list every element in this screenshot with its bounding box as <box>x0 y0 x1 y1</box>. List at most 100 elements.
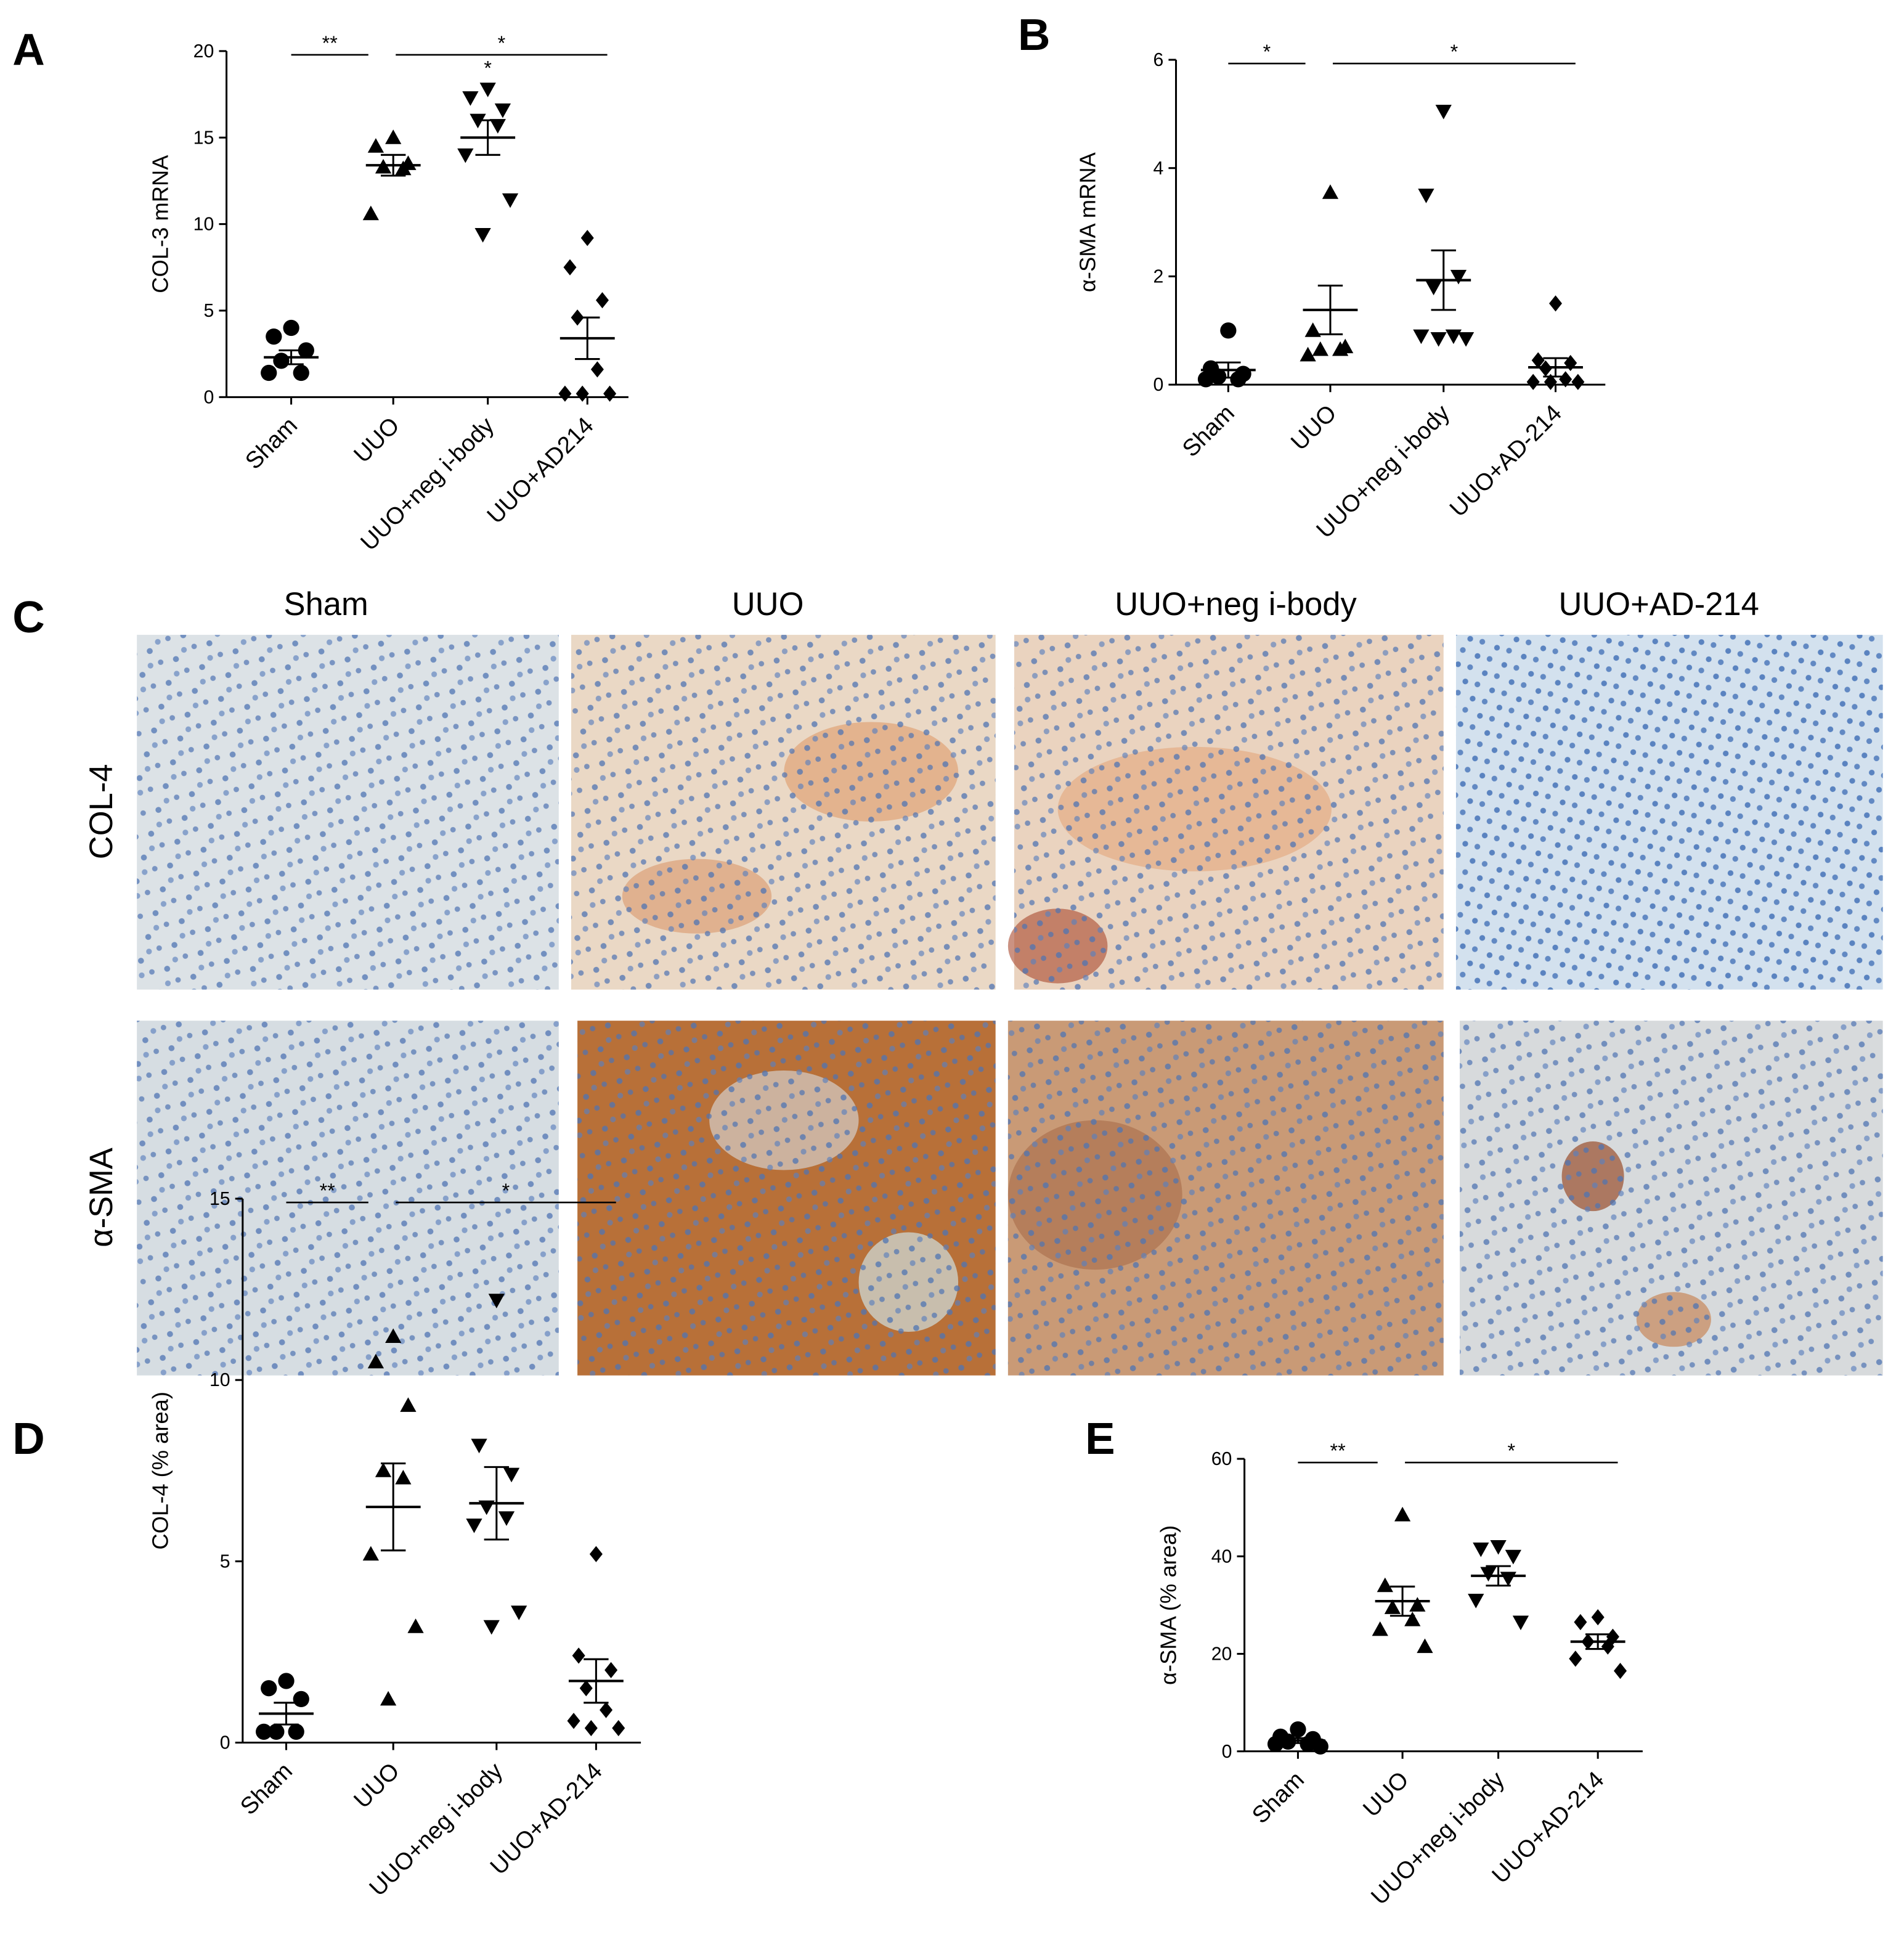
row-label: α-SMA <box>83 1148 120 1247</box>
error-bar <box>584 1658 609 1704</box>
data-point <box>367 138 384 153</box>
y-tick-label: 10 <box>193 214 214 235</box>
data-point <box>590 361 604 378</box>
y-tick-label: 0 <box>204 387 214 407</box>
data-point <box>1425 280 1442 296</box>
data-point <box>1409 1597 1426 1612</box>
data-point <box>1480 1567 1497 1582</box>
data-point <box>375 1462 392 1477</box>
significance-label: * <box>502 1180 510 1202</box>
histology-texture <box>1460 1021 1883 1376</box>
error-bar <box>1285 1737 1311 1744</box>
data-point <box>1435 104 1452 120</box>
y-axis-title: COL-4 (% area) <box>148 1392 173 1550</box>
data-point <box>1457 332 1475 347</box>
data-point <box>1512 1615 1529 1631</box>
data-point <box>1312 1738 1328 1755</box>
data-point <box>362 1546 379 1561</box>
significance-label: * <box>498 32 506 54</box>
data-point <box>1614 1663 1627 1679</box>
data-point <box>362 205 379 221</box>
data-point <box>1505 1549 1521 1565</box>
y-tick-label: 0 <box>1222 1742 1232 1762</box>
data-point <box>1210 368 1227 385</box>
data-point <box>494 103 511 118</box>
data-point <box>1300 346 1316 362</box>
data-point <box>1569 1650 1582 1667</box>
x-tick-label: UUO <box>349 1758 405 1814</box>
data-point <box>293 364 309 381</box>
data-point <box>261 364 277 381</box>
data-point <box>385 129 402 144</box>
histology-texture <box>137 1021 559 1376</box>
y-tick-label: 2 <box>1153 267 1163 287</box>
data-point <box>595 292 609 309</box>
y-tick-label: 5 <box>204 301 214 321</box>
data-point <box>256 1723 272 1740</box>
data-point <box>567 1713 580 1729</box>
data-point <box>1230 371 1247 388</box>
y-tick-label: 15 <box>210 1189 230 1209</box>
data-point <box>604 1662 618 1678</box>
data-point <box>600 1702 613 1718</box>
data-point <box>1332 341 1349 356</box>
column-title: UUO+neg i-body <box>1115 586 1357 622</box>
panel-letter: A <box>12 25 45 75</box>
significance-label: * <box>484 57 492 79</box>
data-point <box>1500 1572 1516 1586</box>
data-point <box>1544 373 1557 390</box>
data-point <box>1377 1577 1393 1593</box>
data-point <box>576 385 589 402</box>
histology-texture <box>1455 635 1883 990</box>
y-tick-label: 0 <box>220 1733 230 1753</box>
data-point <box>462 91 479 106</box>
data-point <box>1404 1611 1421 1626</box>
error-bar <box>1585 1633 1611 1650</box>
error-bar <box>475 119 500 156</box>
data-point <box>266 328 282 345</box>
significance-label: * <box>1450 41 1459 63</box>
data-point <box>589 1546 603 1562</box>
error-bar <box>1431 249 1456 311</box>
y-axis-title: α-SMA mRNA <box>1075 152 1100 292</box>
data-point <box>268 1723 285 1740</box>
data-point <box>498 1511 515 1526</box>
data-point <box>1413 329 1430 345</box>
error-bar <box>279 349 304 365</box>
data-point <box>457 148 474 163</box>
data-point <box>293 1691 309 1708</box>
histology-texture <box>137 635 559 990</box>
panel-letter: B <box>1018 10 1051 60</box>
significance-label: ** <box>320 1180 336 1202</box>
data-point <box>1312 341 1328 356</box>
y-tick-label: 5 <box>220 1551 230 1572</box>
error-bar <box>575 316 600 361</box>
error-bar <box>381 1462 406 1552</box>
x-tick-label: Sham <box>1247 1766 1309 1829</box>
data-point <box>278 1673 295 1689</box>
data-point <box>380 1691 397 1706</box>
histology-grid <box>137 635 1883 1376</box>
y-tick-label: 6 <box>1153 50 1163 70</box>
error-bar <box>1389 1585 1415 1617</box>
data-point <box>1197 371 1214 388</box>
data-point <box>558 385 572 402</box>
x-tick-label: Sham <box>235 1758 298 1820</box>
data-point <box>367 1353 384 1369</box>
data-point <box>395 1469 412 1485</box>
x-tick-label: UUO <box>1358 1766 1414 1822</box>
data-point <box>400 1397 417 1412</box>
y-tick-label: 0 <box>1153 375 1163 395</box>
data-point <box>407 1618 424 1633</box>
x-tick-label: Sham <box>240 412 303 475</box>
data-point <box>395 160 412 176</box>
significance-label: * <box>1508 1440 1516 1462</box>
panel-letter: D <box>12 1414 45 1464</box>
data-point <box>1267 1736 1284 1752</box>
data-point <box>1574 1613 1587 1631</box>
data-point <box>580 229 594 247</box>
histology-texture <box>1007 1021 1444 1376</box>
